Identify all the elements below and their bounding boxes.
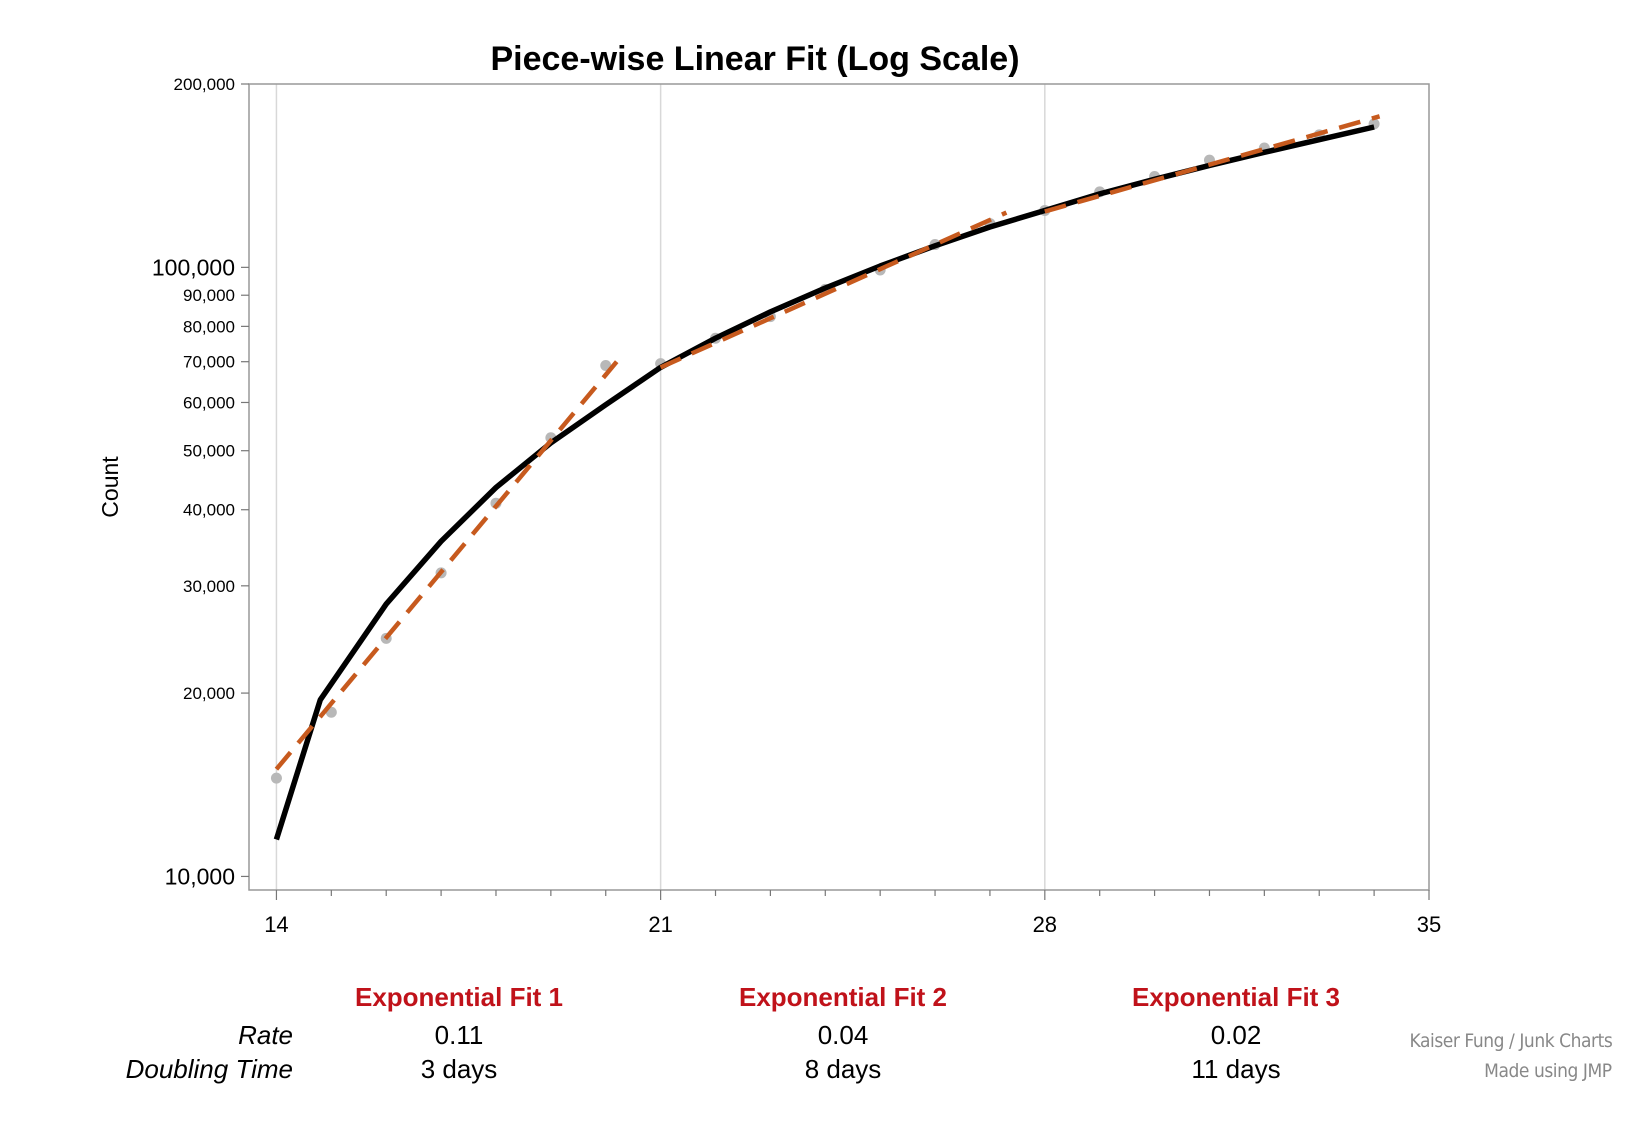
data-point — [270, 772, 282, 784]
fit-2-rate: 0.04 — [817, 1020, 869, 1050]
exponential-fit-line — [1044, 114, 1381, 214]
rate-row-label: Rate — [238, 1020, 293, 1050]
fit-3-rate: 0.02 — [1210, 1020, 1262, 1050]
fit-3-title: Exponential Fit 3 — [1131, 982, 1341, 1012]
fit-1-title: Exponential Fit 1 — [354, 982, 564, 1012]
fit-1-rate: 0.11 — [434, 1020, 484, 1050]
x-tick-label: 21 — [648, 912, 672, 937]
piecewise-fit-line — [273, 124, 1375, 841]
x-tick-label: 14 — [264, 912, 288, 937]
x-axis: 14 21 28 35 — [264, 890, 1441, 937]
fit-2-doubling: 8 days — [804, 1054, 882, 1084]
y-tick-label: 200,000 — [174, 75, 235, 94]
y-tick-label: 90,000 — [183, 286, 235, 305]
y-tick-label: 70,000 — [183, 353, 235, 372]
fit-lines — [273, 114, 1381, 841]
fit-1-doubling: 3 days — [420, 1054, 498, 1084]
fit-2-title: Exponential Fit 2 — [738, 982, 948, 1012]
y-tick-label: 30,000 — [183, 577, 235, 596]
y-tick-label: 100,000 — [152, 254, 235, 280]
y-axis: 10,000 20,000 30,000 40,000 50,000 60,000 70,0… — [152, 75, 249, 889]
y-tick-label: 40,000 — [183, 501, 235, 520]
x-tick-label: 35 — [1417, 912, 1441, 937]
y-tick-label: 20,000 — [183, 684, 235, 703]
y-tick-label: 50,000 — [183, 442, 235, 461]
chart: Piece-wise Linear Fit (Log Scale) 10,000… — [97, 40, 1441, 937]
x-tick-label: 28 — [1033, 912, 1057, 937]
x-gridlines — [275, 84, 1046, 890]
credit-tool: Made using JMP — [1484, 1060, 1613, 1082]
y-tick-label: 10,000 — [165, 863, 235, 889]
credit-author: Kaiser Fung / Junk Charts — [1409, 1030, 1612, 1052]
y-tick-label: 60,000 — [183, 393, 235, 412]
fit-summary: Rate Doubling Time Exponential Fit 1 0.1… — [0, 982, 1648, 1092]
observed-points — [270, 118, 1380, 784]
chart-title: Piece-wise Linear Fit (Log Scale) — [490, 40, 1019, 78]
exponential-fit-line — [274, 360, 619, 771]
doubling-row-label: Doubling Time — [125, 1054, 293, 1084]
fit-3-doubling: 11 days — [1191, 1054, 1281, 1084]
y-tick-label: 80,000 — [183, 317, 235, 336]
exponential-fit-line — [659, 210, 1008, 370]
y-axis-label: Count — [97, 456, 123, 518]
plot-frame — [248, 83, 1430, 891]
